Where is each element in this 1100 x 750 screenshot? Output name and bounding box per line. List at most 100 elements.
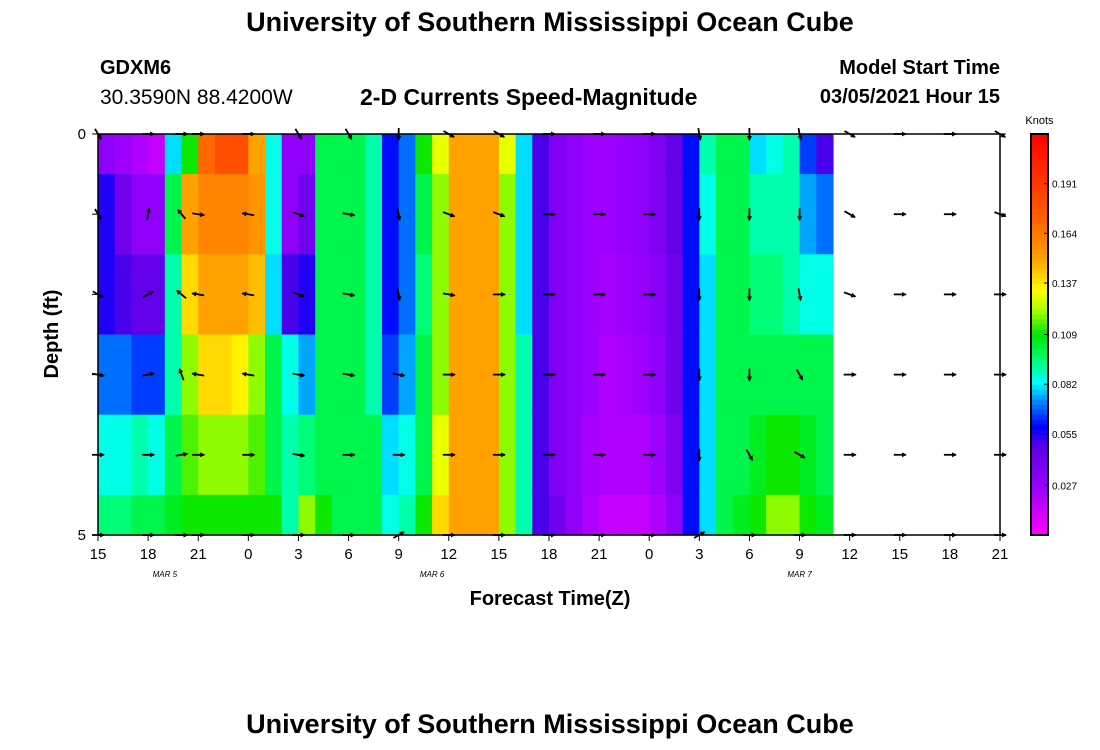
heatmap-cell [164, 494, 183, 536]
heatmap-cell [231, 334, 249, 416]
heatmap-cell [331, 174, 350, 255]
heatmap-cell [248, 254, 266, 336]
heatmap-cell [766, 254, 784, 336]
heatmap-cell [398, 174, 416, 255]
heatmap-cell [114, 174, 132, 255]
colorbar-segment [1031, 284, 1048, 290]
axes: 15 18 21 0 3 6 9 12 15 18 21 0 3 6 9 12 15 18 21 MAR 5 MAR 6… [78, 126, 1009, 579]
colorbar-segment [1031, 509, 1048, 516]
heatmap-cell [248, 134, 266, 175]
colorbar-units: Knots [1025, 115, 1054, 127]
heatmap-cell [766, 174, 784, 255]
heatmap-cell [265, 494, 283, 536]
colorbar-segment [1031, 159, 1048, 165]
colorbar-segment [1031, 379, 1048, 386]
heatmap-cell [699, 414, 717, 496]
heatmap-cell [398, 254, 416, 336]
heatmap-cell [732, 334, 751, 416]
colorbar-segment [1031, 394, 1048, 401]
heatmap-cell [248, 494, 266, 536]
heatmap-cell [331, 254, 350, 336]
colorbar-segment [1031, 374, 1048, 381]
heatmap-cell [448, 494, 467, 536]
current-vector-arrow [793, 451, 806, 459]
current-vector-arrow [142, 290, 155, 299]
heatmap-cell [732, 254, 751, 336]
heatmap-cell [381, 414, 400, 496]
heatmap-cell [181, 174, 199, 255]
colorbar-segment [1031, 514, 1048, 521]
heatmap-cell [665, 334, 684, 416]
colorbar-segment [1031, 224, 1048, 230]
current-vector-arrow [442, 211, 456, 218]
heatmap-cell [98, 494, 116, 536]
colorbar-segment [1031, 429, 1048, 436]
heatmap-cell [315, 254, 333, 336]
heatmap-cell [381, 334, 400, 416]
heatmap-cell [148, 174, 166, 255]
heatmap-cell [649, 134, 667, 175]
heatmap-cell [649, 254, 667, 336]
colorbar-segment [1031, 204, 1048, 210]
colorbar-segment [1031, 459, 1048, 466]
colorbar-segment [1031, 254, 1048, 260]
colorbar-segment [1031, 219, 1048, 225]
heatmap-cell [348, 134, 366, 175]
colorbar-segment [1031, 349, 1048, 356]
colorbar-segment [1031, 244, 1048, 250]
heatmap-cell [432, 174, 450, 255]
current-vector-arrow [192, 212, 206, 217]
heatmap-cell [549, 334, 567, 416]
heatmap-cells [98, 134, 834, 536]
heatmap-cell [532, 334, 550, 416]
colorbar-segment [1031, 134, 1048, 140]
heatmap-cell [549, 254, 567, 336]
heatmap-cell [682, 414, 700, 496]
current-vector-arrow [396, 288, 402, 302]
heatmap-cell [348, 174, 366, 255]
heatmap-cell [816, 334, 834, 416]
heatmap-cell [766, 414, 784, 496]
colorbar-segment [1031, 484, 1048, 491]
colorbar-segment [1031, 384, 1048, 391]
colorbar-segment [1031, 409, 1048, 416]
heatmap-cell [782, 414, 801, 496]
heatmap-cell [782, 254, 801, 336]
heatmap-cell [181, 494, 199, 536]
heatmap-cell [98, 254, 116, 336]
heatmap-cell [131, 494, 149, 536]
colorbar-segment [1031, 364, 1048, 371]
heatmap-cell [549, 414, 567, 496]
heatmap-cell [298, 134, 316, 175]
heatmap-cell [565, 174, 583, 255]
heatmap-cell [682, 174, 700, 255]
heatmap-cell [148, 254, 166, 336]
colorbar-segment [1031, 299, 1048, 306]
heatmap-cell [214, 134, 233, 175]
heatmap-cell [398, 414, 416, 496]
heatmap-cell [498, 134, 517, 175]
x-tick-label: 6 [344, 546, 352, 563]
heatmap-cell [432, 254, 450, 336]
heatmap-cell [348, 254, 366, 336]
heatmap-cell [214, 174, 233, 255]
heatmap-cell [465, 174, 483, 255]
heatmap-cell [699, 494, 717, 536]
heatmap-cell [465, 334, 483, 416]
heatmap-cell [148, 494, 166, 536]
heatmap-cell [98, 134, 116, 175]
heatmap-cell [331, 334, 350, 416]
heatmap-cell [799, 254, 817, 336]
heatmap-cell [665, 174, 684, 255]
heatmap-cell [732, 414, 751, 496]
heatmap-cell [482, 334, 500, 416]
heatmap-cell [749, 414, 767, 496]
heatmap-cell [549, 134, 567, 175]
heatmap-cell [682, 494, 700, 536]
heatmap-cell [699, 174, 717, 255]
colorbar-segment [1031, 354, 1048, 361]
heatmap-cell [565, 134, 583, 175]
heatmap-cell [498, 174, 517, 255]
heatmap-cell [348, 494, 366, 536]
